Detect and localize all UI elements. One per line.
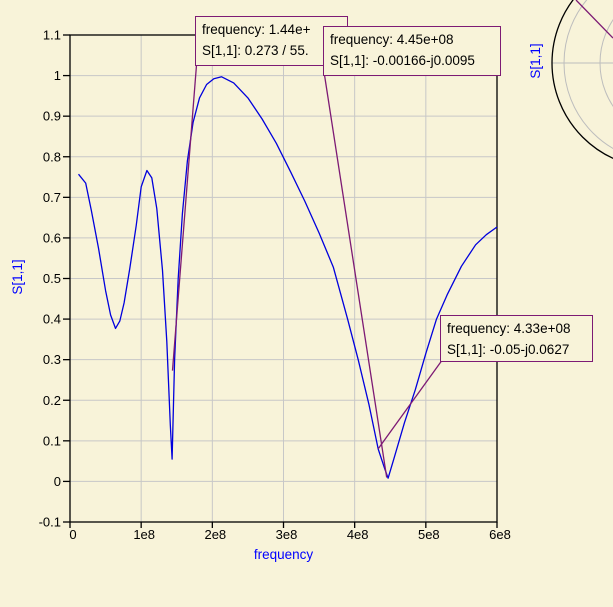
grid-lines	[70, 35, 497, 522]
marker-frequency-text: frequency: 1.44e+	[202, 22, 311, 37]
smith-chart-label: S[1,1]	[528, 43, 543, 79]
x-tick-label: 5e8	[418, 527, 440, 542]
marker-value-text: S[1,1]: -0.05-j0.0627	[447, 342, 570, 357]
y-tick-label: 1.1	[43, 28, 61, 43]
y-tick-label: 1	[54, 68, 61, 83]
x-axis-label: frequency	[253, 547, 314, 562]
marker-tooltip-1[interactable]: frequency: 1.44e+ S[1,1]: 0.273 / 55.	[195, 16, 348, 66]
y-tick-label: 0.3	[43, 352, 61, 367]
y-tick-label: 0	[54, 474, 61, 489]
marker-pointer-lines	[171, 64, 443, 478]
tick-labels: 0 1e8 2e8 3e8 4e8 5e8 6e8 -0.1 0 0.1 0.2 0.3 0.4 0.5 0…	[39, 28, 511, 543]
marker-line	[377, 360, 443, 450]
y-tick-label: 0.6	[43, 230, 61, 245]
marker-tooltip-2[interactable]: frequency: 4.45e+08 S[1,1]: -0.00166-j0.…	[323, 26, 501, 76]
marker-line	[171, 64, 198, 371]
y-axis-label: S[1,1]	[10, 259, 25, 295]
marker-value-text: S[1,1]: 0.273 / 55.	[202, 43, 309, 58]
y-tick-label: 0.2	[43, 393, 61, 408]
x-tick-label: 6e8	[489, 527, 511, 542]
y-tick-label: 0.9	[43, 109, 61, 124]
smith-resistance-circle	[599, 19, 613, 107]
smith-chart-partial[interactable]	[500, 0, 613, 180]
marker-tooltip-3[interactable]: frequency: 4.33e+08 S[1,1]: -0.05-j0.062…	[440, 315, 593, 362]
y-tick-label: -0.1	[39, 515, 61, 530]
marker-frequency-text: frequency: 4.45e+08	[330, 32, 454, 47]
s11-curve[interactable]	[77, 76, 498, 479]
y-tick-label: 0.7	[43, 190, 61, 205]
y-tick-label: 0.5	[43, 271, 61, 286]
marker-frequency-text: frequency: 4.33e+08	[447, 321, 571, 336]
y-tick-label: 0.4	[43, 312, 61, 327]
s11-trace[interactable]	[77, 76, 498, 479]
y-tick-label: 0.8	[43, 149, 61, 164]
x-tick-label: 1e8	[133, 527, 155, 542]
x-tick-label: 3e8	[276, 527, 298, 542]
x-tick-label: 0	[69, 527, 76, 542]
x-tick-label: 4e8	[347, 527, 369, 542]
axis-ticks	[63, 34, 498, 528]
marker-value-text: S[1,1]: -0.00166-j0.0095	[330, 53, 475, 68]
smith-outer-circle	[551, 0, 613, 160]
x-tick-label: 2e8	[204, 527, 226, 542]
y-tick-label: 0.1	[43, 433, 61, 448]
smith-resistance-circle	[563, 0, 613, 150]
marker-line	[323, 74, 388, 478]
smith-marker-line	[575, 0, 613, 39]
